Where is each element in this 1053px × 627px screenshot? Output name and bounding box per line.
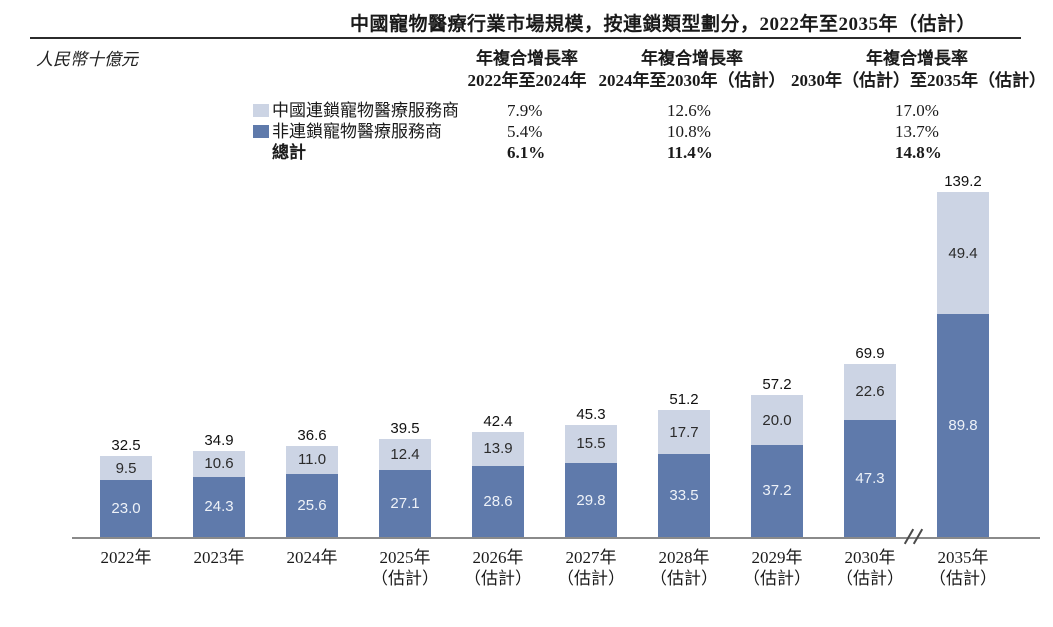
chart-title: 中國寵物醫療行業市場規模，按連鎖類型劃分，2022年至2035年（估計） — [350, 14, 977, 35]
legend-label-total: 總計 — [272, 143, 306, 162]
bar-2026: 13.9 28.6 — [472, 431, 524, 537]
x-axis-line — [72, 537, 1040, 539]
x-axis-label: 2028年 （估計） — [650, 548, 718, 588]
bar-segment-nonchain: 23.0 — [100, 479, 152, 537]
bar-segment-nonchain: 89.8 — [937, 314, 989, 537]
x-axis-label: 2024年 — [286, 548, 338, 567]
bar-segment-nonchain: 25.6 — [286, 473, 338, 537]
bar-2035: 49.4 89.8 — [937, 192, 989, 537]
cagr-value: 6.1% — [507, 143, 546, 162]
bar-2028: 17.7 33.5 — [658, 410, 710, 537]
x-axis-label: 2025年 （估計） — [371, 548, 439, 588]
cagr-column-header-1: 年複合增長率 2022年至2024年 — [467, 49, 587, 90]
x-axis-label: 2022年 — [100, 548, 152, 567]
bar-segment-chain: 20.0 — [751, 395, 803, 445]
bar-total-label: 45.3 — [576, 405, 606, 423]
units-label: 人民幣十億元 — [36, 50, 138, 69]
cagr-column-header-3: 年複合增長率 2030年（估計）至2035年（估計） — [791, 49, 1046, 90]
legend-swatch-chain — [253, 104, 269, 117]
bar-segment-nonchain: 27.1 — [379, 469, 431, 537]
bar-segment-nonchain: 33.5 — [658, 453, 710, 537]
bar-2030: 22.6 47.3 — [844, 363, 896, 537]
legend-label-chain: 中國連鎖寵物醫療服務商 — [272, 101, 459, 120]
x-axis-label: 2027年 （估計） — [557, 548, 625, 588]
x-axis-label: 2035年 （估計） — [929, 548, 997, 588]
bar-segment-nonchain: 47.3 — [844, 419, 896, 537]
x-axis-label: 2026年 （估計） — [464, 548, 532, 588]
bar-2023: 10.6 24.3 — [193, 450, 245, 537]
bar-segment-chain: 11.0 — [286, 446, 338, 474]
title-divider — [30, 37, 1021, 39]
cagr-value: 11.4% — [667, 143, 713, 162]
legend-swatch-nonchain — [253, 125, 269, 138]
cagr-value: 10.8% — [667, 122, 711, 141]
bar-segment-chain: 10.6 — [193, 450, 245, 477]
bar-2027: 15.5 29.8 — [565, 424, 617, 537]
x-axis-label: 2023年 — [193, 548, 245, 567]
cagr-column-header-2: 年複合增長率 2024年至2030年（估計） — [598, 49, 786, 90]
bar-total-label: 36.6 — [297, 427, 327, 445]
bar-segment-chain: 17.7 — [658, 410, 710, 454]
bar-total-label: 39.5 — [390, 420, 420, 438]
cagr-value: 17.0% — [895, 101, 939, 120]
x-axis-label: 2029年 （估計） — [743, 548, 811, 588]
bar-segment-chain: 15.5 — [565, 424, 617, 464]
legend-row-chain: 中國連鎖寵物醫療服務商 7.9% 12.6% 17.0% — [0, 101, 1053, 121]
bar-2025: 12.4 27.1 — [379, 439, 431, 537]
bar-segment-nonchain: 29.8 — [565, 463, 617, 537]
legend-label-nonchain: 非連鎖寵物醫療服務商 — [272, 122, 442, 141]
legend-row-nonchain: 非連鎖寵物醫療服務商 5.4% 10.8% 13.7% — [0, 122, 1053, 142]
x-axis-label: 2030年 （估計） — [836, 548, 904, 588]
bar-segment-nonchain: 24.3 — [193, 476, 245, 537]
bar-segment-chain: 49.4 — [937, 192, 989, 315]
bar-2024: 11.0 25.6 — [286, 446, 338, 537]
bar-segment-nonchain: 37.2 — [751, 444, 803, 537]
cagr-value: 13.7% — [895, 122, 939, 141]
bar-total-label: 139.2 — [944, 173, 982, 191]
bar-segment-chain: 12.4 — [379, 439, 431, 470]
bar-2029: 20.0 37.2 — [751, 395, 803, 537]
bar-segment-chain: 9.5 — [100, 456, 152, 480]
bar-total-label: 69.9 — [855, 344, 885, 362]
cagr-value: 5.4% — [507, 122, 543, 141]
bar-total-label: 51.2 — [669, 391, 699, 409]
legend-row-total: 總計 6.1% 11.4% 14.8% — [0, 143, 1053, 163]
cagr-value: 12.6% — [667, 101, 711, 120]
cagr-value: 7.9% — [507, 101, 543, 120]
bar-segment-chain: 13.9 — [472, 431, 524, 467]
bar-segment-nonchain: 28.6 — [472, 466, 524, 537]
bar-total-label: 42.4 — [483, 412, 513, 430]
bar-total-label: 57.2 — [762, 376, 792, 394]
bar-segment-chain: 22.6 — [844, 363, 896, 420]
bar-total-label: 34.9 — [204, 431, 234, 449]
bar-2022: 9.5 23.0 — [100, 456, 152, 537]
cagr-value: 14.8% — [895, 143, 942, 162]
bar-total-label: 32.5 — [111, 437, 141, 455]
